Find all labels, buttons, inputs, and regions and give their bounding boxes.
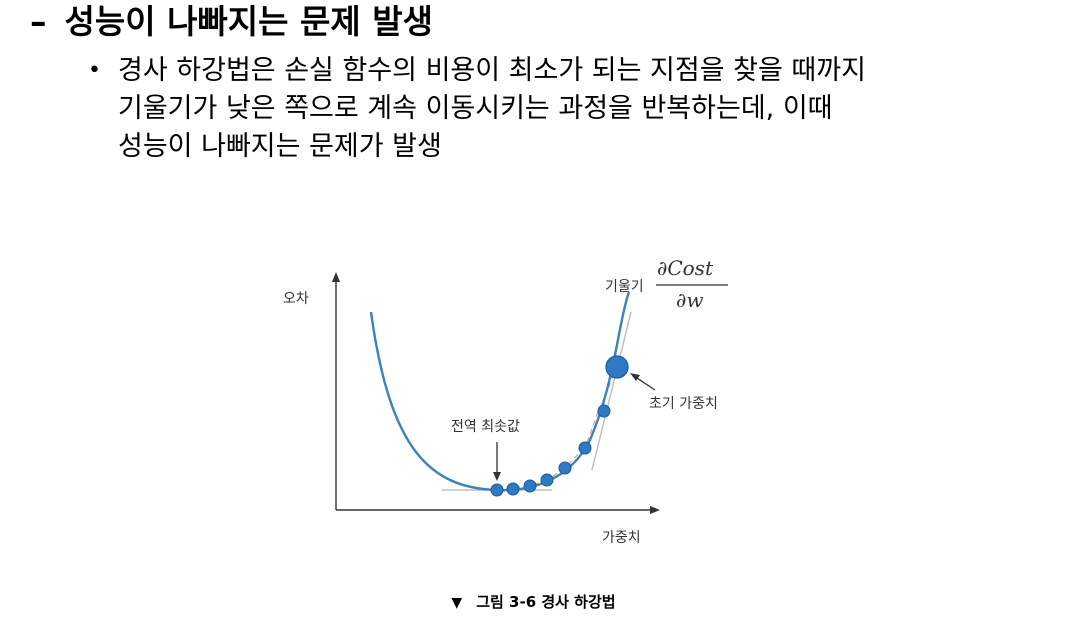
descent-point [523, 479, 537, 493]
bullet-line-3: 성능이 나빠지는 문제가 발생 [118, 131, 442, 162]
bullet-text: 경사 하강법은 손실 함수의 비용이 최소가 되는 지점을 찾을 때까지 기울기… [118, 52, 866, 166]
descent-point [506, 482, 520, 496]
y-axis-arrow [332, 272, 340, 282]
descent-point [540, 473, 554, 487]
descent-point [490, 483, 504, 497]
descent-point [578, 441, 592, 455]
caption-text: 그림 3-6 경사 하강법 [476, 593, 616, 611]
bullet-line-2: 기울기가 낮은 쪽으로 계속 이동시키는 과정을 반복하는데, 이때 [118, 93, 833, 124]
slope-numerator: ∂Cost [657, 256, 714, 280]
initial-weight-label: 초기 가중치 [649, 396, 718, 412]
heading-title: 성능이 나빠지는 문제 발생 [64, 2, 433, 41]
error-curve [369, 291, 631, 492]
descent-point [597, 404, 611, 418]
caption-marker-icon: ▼ [451, 595, 463, 611]
slope-label: 기울기 [605, 279, 644, 295]
section-heading: – 성능이 나빠지는 문제 발생 [30, 2, 433, 42]
global-min-label: 전역 최솟값 [451, 419, 520, 435]
figure-caption: ▼ 그림 3-6 경사 하강법 [0, 591, 1067, 612]
bullet-marker: • [88, 58, 101, 83]
initial-weight-arrowhead [630, 373, 640, 381]
tangent-line-steep [591, 311, 632, 471]
initial-weight-point [605, 355, 629, 379]
bullet-line-1: 경사 하강법은 손실 함수의 비용이 최소가 되는 지점을 찾을 때까지 [118, 55, 866, 86]
descent-point [558, 461, 572, 475]
slope-denominator: ∂w [676, 288, 703, 312]
heading-dash: – [30, 2, 47, 41]
x-axis-label: 가중치 [602, 530, 641, 546]
global-min-arrowhead [493, 472, 501, 481]
y-axis-label: 오차 [283, 291, 309, 307]
descent-path [497, 365, 618, 491]
x-axis-arrow [650, 506, 660, 514]
